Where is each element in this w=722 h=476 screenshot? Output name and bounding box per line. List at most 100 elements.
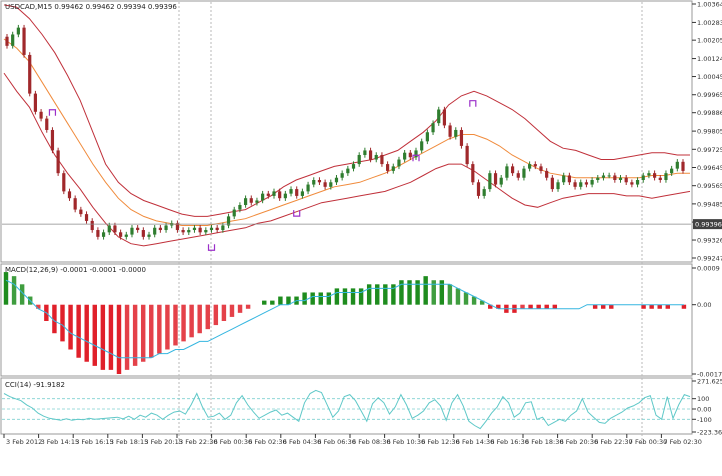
candle-bull[interactable] [425, 132, 429, 142]
candle-bear[interactable] [249, 198, 253, 203]
candle-bull[interactable] [454, 129, 458, 137]
candle-bull[interactable] [403, 152, 407, 160]
candle-bear[interactable] [96, 230, 100, 237]
candle-bear[interactable] [22, 27, 26, 55]
candle-bull[interactable] [391, 166, 395, 171]
candle-bear[interactable] [681, 161, 685, 171]
candle-bull[interactable] [11, 34, 15, 46]
candle-bear[interactable] [471, 164, 475, 183]
candle-bull[interactable] [192, 227, 197, 231]
candle-bull[interactable] [505, 166, 509, 178]
candle-bull[interactable] [374, 154, 378, 160]
candle-bull[interactable] [124, 234, 128, 237]
candle-bear[interactable] [84, 214, 89, 221]
candle-bear[interactable] [658, 177, 662, 181]
candle-bull[interactable] [153, 227, 157, 235]
candle-bull[interactable] [607, 175, 611, 177]
candle-bull[interactable] [488, 173, 492, 190]
candle-bear[interactable] [67, 191, 72, 199]
candle-bull[interactable] [579, 182, 583, 187]
candle-bear[interactable] [215, 227, 219, 231]
candle-bull[interactable] [556, 182, 560, 190]
candle-bear[interactable] [368, 150, 373, 160]
candle-bull[interactable] [590, 180, 594, 185]
candle-bull[interactable] [226, 216, 231, 226]
candle-bear[interactable] [90, 220, 94, 231]
cci-panel-frame[interactable] [0, 377, 693, 435]
candle-bear[interactable] [465, 145, 469, 165]
candle-bull[interactable] [306, 184, 310, 192]
candle-bear[interactable] [181, 230, 185, 233]
candle-bear[interactable] [493, 173, 498, 185]
candle-bull[interactable] [420, 141, 424, 151]
candle-bear[interactable] [278, 191, 282, 199]
candle-bull[interactable] [334, 177, 339, 183]
candle-bull[interactable] [562, 175, 566, 183]
candle-bear[interactable] [175, 223, 180, 231]
candle-bull[interactable] [635, 180, 640, 185]
candle-bull[interactable] [147, 234, 151, 237]
candle-bull[interactable] [675, 161, 679, 169]
candle-bear[interactable] [119, 232, 123, 237]
candle-bull[interactable] [670, 168, 674, 174]
candle-bull[interactable] [647, 173, 651, 176]
candle-bull[interactable] [596, 177, 600, 181]
candle-bull[interactable] [499, 177, 503, 185]
candle-bull[interactable] [482, 189, 486, 196]
candle-bear[interactable] [380, 154, 384, 165]
candle-bear[interactable] [39, 111, 43, 119]
candle-bear[interactable] [545, 170, 549, 178]
candle-bull[interactable] [300, 191, 304, 196]
candle-bull[interactable] [255, 200, 259, 203]
candle-bull[interactable] [289, 189, 293, 194]
candle-bull[interactable] [261, 193, 265, 201]
candle-bear[interactable] [62, 173, 66, 192]
candle-bull[interactable] [528, 164, 532, 169]
candle-bull[interactable] [130, 227, 134, 235]
candle-bull[interactable] [351, 164, 356, 169]
candle-bear[interactable] [386, 164, 390, 171]
candle-bear[interactable] [113, 225, 117, 233]
candle-bear[interactable] [136, 227, 140, 231]
candle-bear[interactable] [158, 227, 162, 231]
candle-bear[interactable] [198, 227, 202, 233]
candle-bull[interactable] [238, 205, 242, 210]
candle-bull[interactable] [312, 180, 316, 185]
candle-bull[interactable] [346, 168, 350, 174]
candle-bear[interactable] [266, 193, 270, 196]
candle-bull[interactable] [204, 230, 208, 233]
candle-bull[interactable] [283, 193, 287, 199]
candle-bull[interactable] [601, 175, 606, 178]
candle-bull[interactable] [221, 225, 225, 231]
candle-bull[interactable] [414, 150, 418, 158]
candle-bull[interactable] [101, 232, 106, 237]
candle-bull[interactable] [340, 173, 344, 178]
candle-bear[interactable] [567, 175, 571, 183]
candle-bull[interactable] [243, 198, 248, 206]
candle-bear[interactable] [448, 125, 452, 137]
candle-bull[interactable] [232, 209, 236, 217]
candle-bear[interactable] [613, 175, 617, 181]
candle-bull[interactable] [641, 175, 645, 181]
candle-bull[interactable] [209, 227, 214, 231]
candle-bear[interactable] [408, 152, 412, 158]
candle-bear[interactable] [28, 54, 32, 94]
candle-bull[interactable] [272, 191, 276, 196]
candle-bear[interactable] [533, 164, 537, 167]
candle-bear[interactable] [550, 177, 554, 190]
candle-bull[interactable] [187, 230, 191, 233]
candle-bull[interactable] [397, 159, 401, 167]
candle-bear[interactable] [442, 109, 447, 126]
candle-bull[interactable] [16, 27, 20, 35]
candle-bull[interactable] [437, 109, 441, 124]
candle-bull[interactable] [664, 173, 668, 181]
candle-bear[interactable] [630, 182, 634, 185]
candle-bear[interactable] [584, 182, 589, 185]
candle-bull[interactable] [329, 182, 333, 187]
candle-bear[interactable] [624, 177, 628, 183]
candle-bull[interactable] [363, 150, 367, 155]
candle-bull[interactable] [357, 154, 361, 165]
candle-bear[interactable] [652, 173, 657, 178]
candle-bear[interactable] [50, 129, 55, 151]
candle-bear[interactable] [323, 182, 327, 187]
